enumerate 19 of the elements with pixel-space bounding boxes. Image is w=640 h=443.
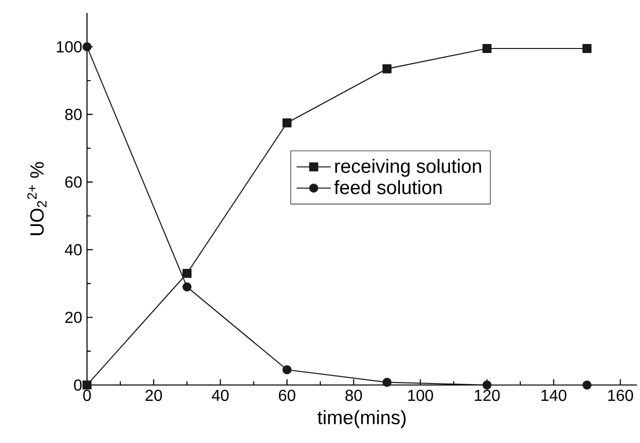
legend-label: feed solution [334, 180, 442, 194]
y-tick-label: 20 [65, 312, 82, 324]
y-tick-label: 100 [56, 41, 82, 52]
x-tick-label: 160 [608, 390, 634, 402]
y-tick-label: 60 [65, 176, 82, 188]
x-tick-label: 40 [212, 390, 229, 402]
x-tick-label: 80 [345, 390, 362, 402]
y-axis-title: UO$_{2}$$^{2+}$ % [27, 162, 46, 236]
x-tick-label: 0 [83, 390, 91, 402]
x-axis-title: time(mins) [317, 410, 406, 428]
y-tick-label: 80 [65, 108, 82, 120]
x-tick-label: 140 [542, 390, 566, 402]
x-tick-label: 60 [278, 390, 296, 402]
y-tick-label: 40 [64, 244, 82, 256]
x-tick-label: 100 [408, 390, 434, 402]
legend-label: receiving solution [335, 158, 482, 177]
x-tick-label: 20 [146, 390, 162, 402]
y-tick-label: 0 [74, 379, 82, 391]
x-tick-label: 120 [474, 390, 500, 402]
